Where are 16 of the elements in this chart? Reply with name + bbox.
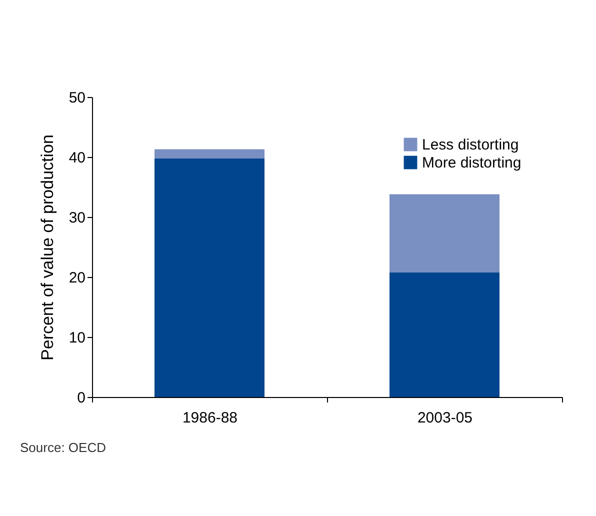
bar <box>154 149 264 158</box>
y-tick-label: 0 <box>77 390 86 406</box>
y-tick-label: 20 <box>68 270 86 286</box>
bar <box>390 194 500 272</box>
y-tick-label: 10 <box>68 330 86 346</box>
legend-label: Less distorting <box>422 136 519 154</box>
y-tick-label: 50 <box>68 90 86 106</box>
source-note: Source: OECD <box>20 440 106 455</box>
x-tick-label: 1986-88 <box>182 410 238 426</box>
legend-label: More distorting <box>422 154 522 172</box>
y-tick-label: 30 <box>68 210 86 226</box>
bar <box>154 158 264 397</box>
y-tick-label: 40 <box>68 150 86 166</box>
bar <box>390 272 500 397</box>
x-tick-label: 2003-05 <box>417 410 473 426</box>
y-axis-title: Percent of value of production <box>38 134 57 360</box>
